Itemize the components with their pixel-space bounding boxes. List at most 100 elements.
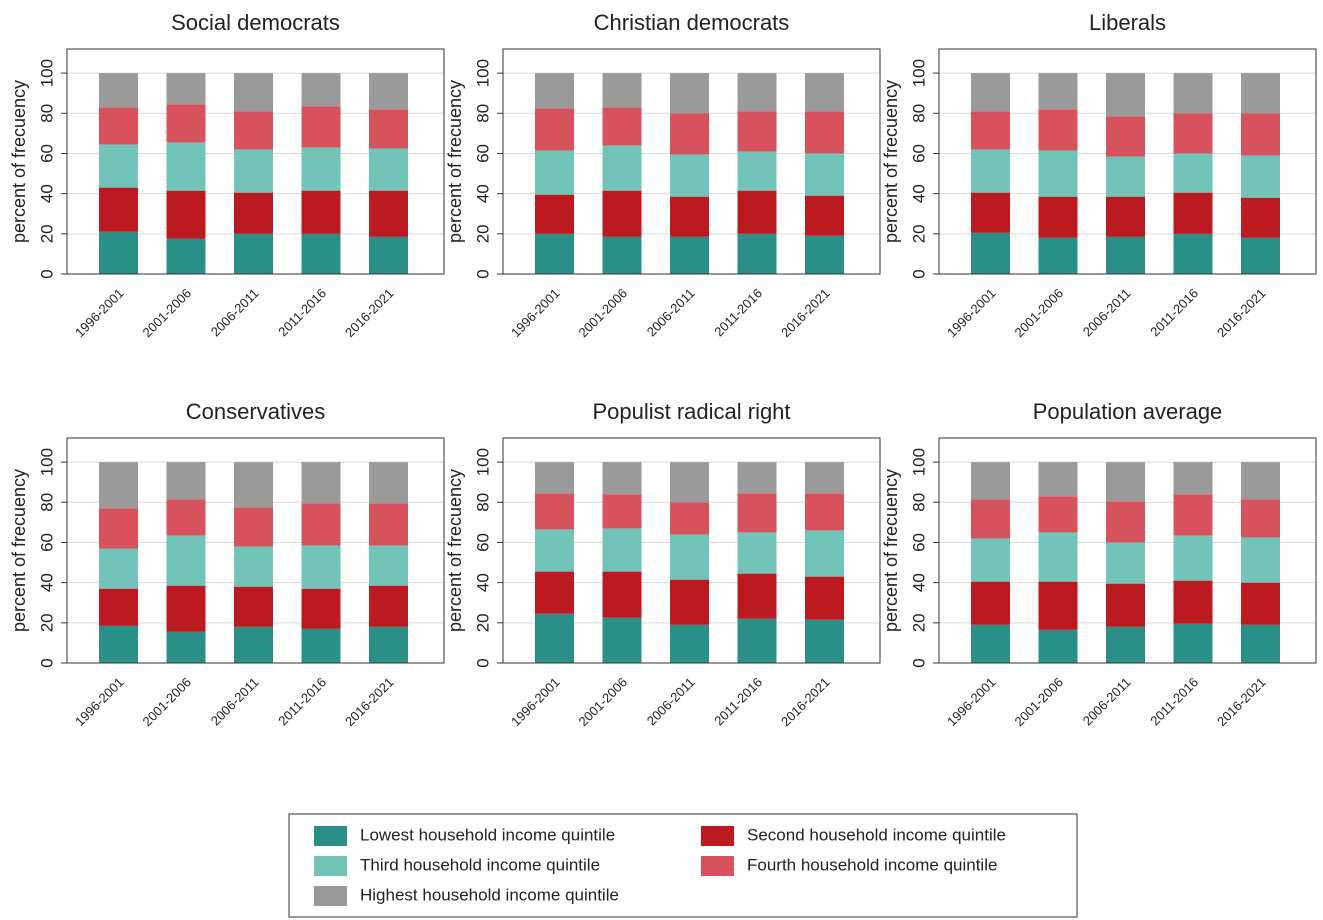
bar-segment (166, 499, 206, 536)
plot-frame (66, 48, 445, 275)
bar-segment (166, 631, 206, 663)
bar-segment (737, 233, 777, 274)
bar-segment (535, 529, 574, 572)
bar-segment (670, 236, 709, 274)
bar-segment (1106, 156, 1145, 197)
x-tick-label: 2011-2016 (711, 675, 765, 729)
legend-item: Highest household income quintile (314, 885, 619, 906)
x-tick-label: 2001-2006 (1012, 675, 1067, 730)
bar-segment (166, 104, 206, 143)
bar-segment (1106, 542, 1145, 584)
bar-segment (670, 113, 709, 155)
bar-segment (234, 586, 273, 627)
y-axis-label: percent of frecuency (9, 80, 29, 243)
bar-segment (166, 535, 206, 586)
y-tick-label: 0 (473, 658, 492, 667)
bar-segment (670, 579, 709, 625)
x-tick-label: 1996-2001 (72, 286, 127, 341)
bar-segment (1106, 236, 1145, 274)
y-tick-label: 80 (909, 104, 928, 123)
bar-segment (1173, 623, 1213, 663)
bar-segment (234, 192, 273, 234)
y-tick-label: 40 (37, 184, 56, 203)
bar-segment (369, 148, 408, 191)
y-tick-label: 100 (473, 448, 492, 476)
bar-segment (737, 151, 777, 191)
bar-segment (99, 187, 138, 232)
x-tick-label: 2016-2021 (342, 286, 397, 341)
bar-segment (1173, 580, 1213, 624)
bar-segment (369, 190, 408, 237)
x-tick-label: 2001-2006 (576, 675, 631, 730)
panel-title: Christian democrats (594, 10, 790, 35)
bar-segment (535, 493, 574, 530)
bar-segment (301, 233, 341, 274)
bar-segment (369, 73, 408, 110)
bar-segment (1038, 109, 1078, 151)
chart-panel: Liberals 1996-2001 2001-2006 2006-2011 2011-… (881, 10, 1317, 340)
x-tick-label: 1996-2001 (508, 675, 563, 730)
y-tick-label: 60 (37, 533, 56, 552)
x-tick-label: 2016-2021 (342, 675, 397, 730)
bar-segment (1241, 537, 1280, 583)
bar-segment (805, 619, 844, 663)
bar-segment (805, 73, 844, 112)
bar-segment (670, 196, 709, 237)
bar-segment (1241, 73, 1280, 114)
bar-segment (1241, 462, 1280, 500)
bar-segment (805, 530, 844, 577)
bar-segment (602, 236, 642, 274)
bar-segment (1038, 73, 1078, 110)
bar-segment (535, 571, 574, 614)
x-tick-label: 2011-2016 (711, 286, 765, 340)
y-tick-label: 60 (909, 533, 928, 552)
bar-segment (99, 107, 138, 145)
bar-segment (99, 508, 138, 549)
bar-segment (234, 626, 273, 663)
chart-panel: Populist radical right 1996-2001 2001-2006… (445, 399, 881, 730)
y-tick-label: 60 (909, 144, 928, 163)
bar-segment (1241, 237, 1280, 274)
y-tick-label: 80 (473, 104, 492, 123)
bar-segment (301, 106, 341, 148)
bar-segment (1173, 73, 1213, 114)
bar-segment (234, 149, 273, 193)
y-tick-label: 20 (37, 613, 56, 632)
bar-segment (369, 503, 408, 546)
y-tick-label: 20 (37, 224, 56, 243)
x-tick-label: 2006-2011 (208, 675, 262, 729)
bar-segment (166, 238, 206, 274)
bar-segment (805, 235, 844, 274)
bar-segment (971, 192, 1010, 233)
panel-title: Social democrats (171, 10, 340, 35)
y-tick-label: 40 (473, 184, 492, 203)
bar-segment (602, 145, 642, 191)
bar-segment (535, 73, 574, 109)
y-tick-label: 80 (473, 493, 492, 512)
chart-panel: Social democrats 1996-2001 2001-2006 2006-2… (9, 10, 445, 341)
chart-panel: Conservatives 1996-2001 2001-2006 2006-2011… (9, 399, 445, 730)
bar-segment (301, 545, 341, 589)
bar-segment (99, 462, 138, 509)
bar-segment (670, 154, 709, 197)
y-tick-label: 100 (473, 59, 492, 87)
y-tick-label: 40 (37, 573, 56, 592)
bar-segment (1106, 196, 1145, 237)
y-tick-label: 60 (473, 144, 492, 163)
y-tick-label: 0 (909, 269, 928, 278)
plot-frame (502, 437, 881, 664)
bar-segment (1173, 535, 1213, 581)
bar-segment (1038, 196, 1078, 238)
bar-segment (1173, 153, 1213, 193)
y-tick-label: 100 (37, 59, 56, 87)
bar-segment (369, 109, 408, 149)
bar-segment (99, 588, 138, 626)
x-tick-label: 2006-2011 (208, 286, 262, 340)
y-tick-label: 60 (473, 533, 492, 552)
legend-item: Second household income quintile (701, 825, 1006, 846)
bar-segment (805, 576, 844, 620)
bar-segment (971, 149, 1010, 193)
plot-frame (502, 48, 881, 275)
